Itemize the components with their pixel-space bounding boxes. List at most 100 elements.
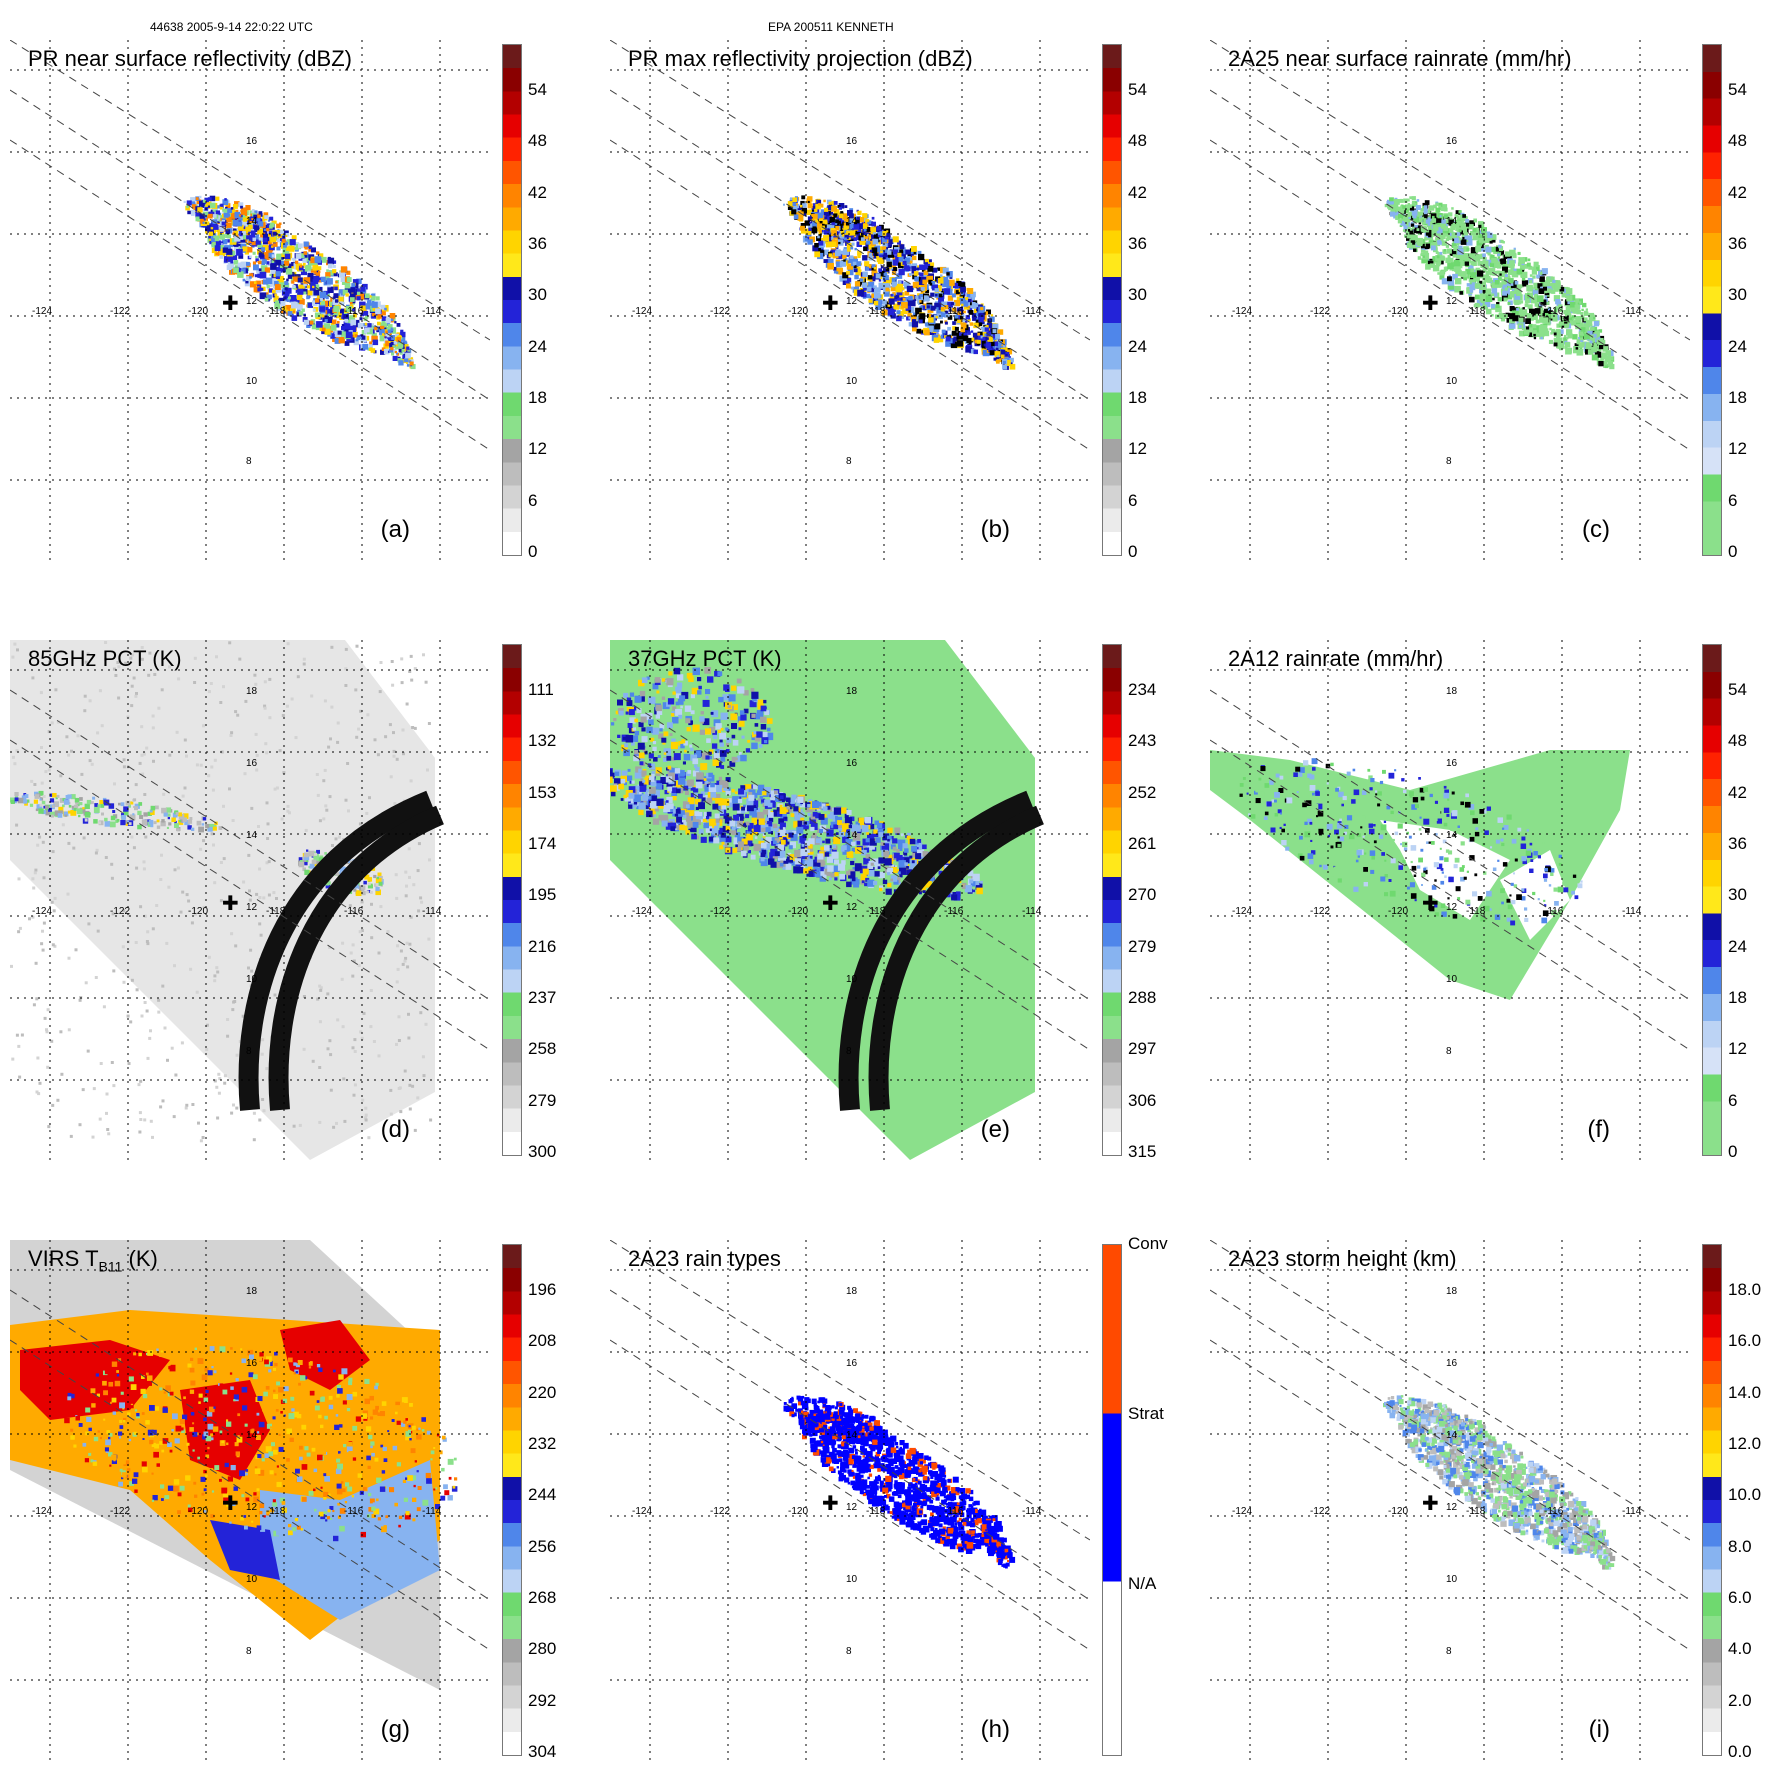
data-pixel — [227, 261, 231, 265]
data-pixel — [63, 811, 69, 817]
data-pixel — [854, 281, 861, 287]
data-pixel — [935, 294, 938, 297]
data-pixel — [340, 292, 344, 296]
data-pixel — [178, 812, 183, 817]
data-pixel — [1432, 256, 1438, 262]
data-pixel — [1536, 274, 1540, 279]
data-pixel — [994, 351, 999, 356]
data-pixel — [948, 308, 952, 312]
data-pixel — [170, 1046, 174, 1050]
data-pixel — [285, 704, 289, 708]
data-pixel — [193, 912, 197, 916]
data-pixel — [1451, 207, 1454, 210]
data-pixel — [174, 820, 177, 824]
data-pixel — [133, 798, 137, 802]
data-pixel — [919, 272, 924, 277]
data-pixel — [1408, 217, 1411, 220]
data-pixel — [1494, 293, 1498, 297]
data-pixel — [1407, 211, 1412, 216]
data-pixel — [958, 289, 961, 292]
data-pixel — [284, 304, 292, 312]
data-pixel — [328, 795, 332, 799]
data-pixel — [814, 208, 818, 213]
data-pixel — [126, 1014, 130, 1018]
data-pixel — [92, 796, 96, 800]
data-pixel — [42, 921, 46, 925]
data-pixel — [70, 809, 77, 816]
data-pixel — [223, 239, 226, 242]
swath-edge — [1210, 89, 1690, 401]
data-pixel — [311, 1059, 315, 1063]
data-pixel — [1474, 283, 1481, 289]
data-pixel — [938, 296, 944, 303]
data-pixel — [1445, 257, 1451, 264]
data-pixel — [1458, 220, 1464, 226]
data-pixel — [1496, 270, 1500, 274]
data-pixel — [326, 270, 330, 274]
data-pixel — [800, 210, 803, 213]
data-pixel — [972, 302, 979, 309]
data-pixel — [1393, 208, 1396, 211]
data-pixel — [800, 223, 806, 229]
data-pixel — [269, 273, 272, 277]
data-pixel — [184, 1106, 188, 1110]
data-pixel — [53, 944, 57, 948]
data-pixel — [909, 260, 913, 264]
data-pixel — [1406, 223, 1409, 226]
data-pixel — [1610, 357, 1614, 361]
swath-edge — [10, 40, 490, 341]
data-pixel — [257, 228, 263, 235]
data-pixel — [41, 929, 44, 933]
data-pixel — [830, 200, 835, 206]
data-pixel — [151, 1135, 154, 1139]
data-pixel — [222, 247, 228, 253]
data-pixel — [1514, 281, 1519, 285]
data-pixel — [251, 218, 254, 221]
data-pixel — [1406, 198, 1409, 202]
data-pixel — [828, 234, 832, 237]
data-pixel — [857, 223, 863, 230]
data-pixel — [1507, 302, 1511, 305]
data-pixel — [1516, 290, 1522, 296]
data-pixel — [202, 839, 206, 843]
data-pixel — [1547, 307, 1552, 311]
data-pixel — [367, 328, 373, 335]
data-pixel — [191, 201, 196, 206]
data-pixel — [952, 326, 957, 331]
data-pixel — [132, 846, 136, 850]
data-pixel — [212, 214, 217, 218]
data-pixel — [1432, 265, 1440, 272]
data-pixel — [181, 890, 185, 894]
data-pixel — [284, 253, 291, 260]
data-pixel — [96, 929, 100, 933]
data-pixel — [260, 1052, 264, 1056]
data-pixel — [1464, 256, 1471, 264]
data-pixel — [273, 787, 277, 791]
data-pixel — [1518, 317, 1524, 323]
data-pixel — [1479, 295, 1486, 302]
panel-b: -124 -122 -120 -118 -116 -114 16 14 12 10 8 ✚ PR max… — [600, 40, 1147, 561]
data-pixel — [865, 236, 868, 239]
data-pixel — [1559, 320, 1565, 326]
data-pixel — [229, 734, 233, 737]
data-pixel — [1448, 223, 1452, 226]
data-pixel — [104, 856, 108, 859]
data-pixel — [223, 208, 228, 213]
data-pixel — [385, 321, 390, 326]
data-pixel — [1566, 329, 1570, 333]
data-pixel — [845, 280, 849, 285]
data-pixel — [10, 964, 13, 968]
data-pixel — [391, 352, 394, 356]
data-pixel — [50, 814, 54, 818]
data-pixel — [1480, 303, 1483, 306]
data-pixel — [1575, 324, 1581, 330]
data-pixel — [1565, 348, 1572, 355]
data-pixel — [972, 332, 978, 338]
data-pixel — [207, 690, 211, 694]
data-pixel — [842, 272, 849, 279]
data-pixel — [1514, 307, 1518, 311]
data-pixel — [312, 308, 316, 312]
data-pixel — [404, 956, 408, 960]
data-pixel — [931, 284, 938, 291]
data-pixel — [34, 794, 40, 799]
